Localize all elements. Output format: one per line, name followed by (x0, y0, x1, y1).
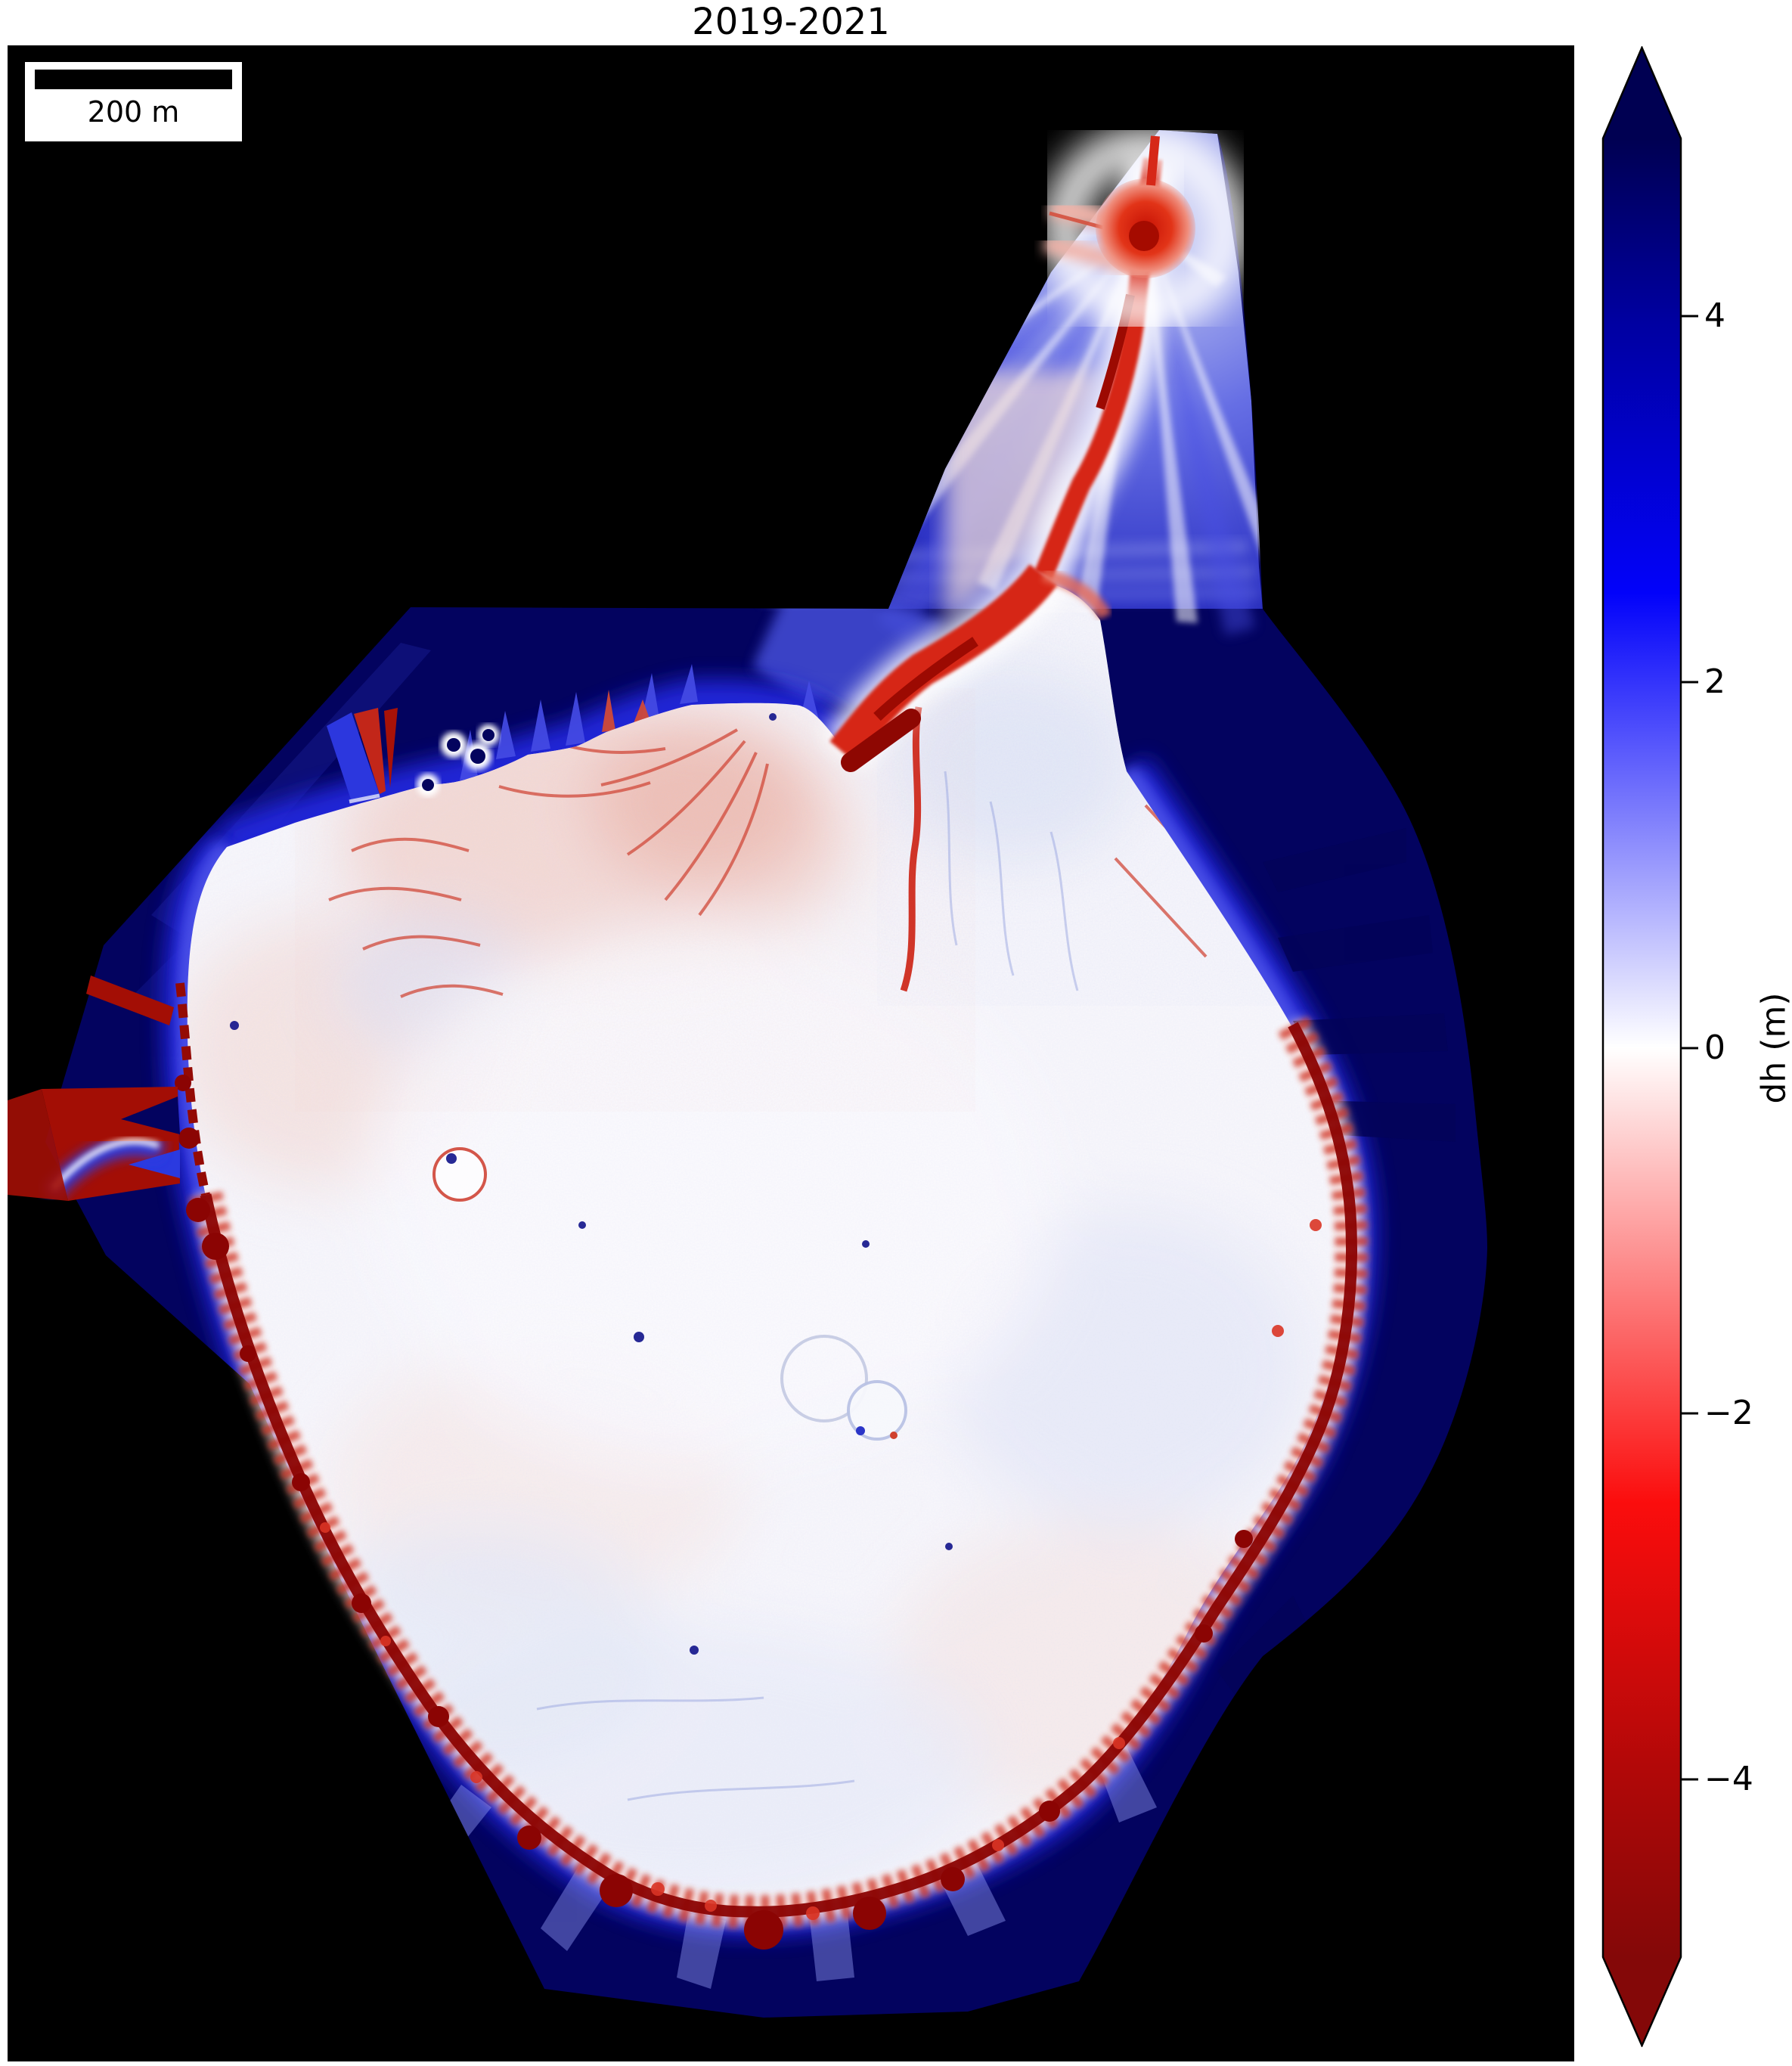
ne-terminus-blob (1043, 126, 1248, 331)
scalebar-label: 200 m (87, 95, 180, 129)
west-artifact-wedges (8, 976, 180, 1202)
colorbar-tick-minus-4: −4 (1704, 1760, 1753, 1798)
nw-striped-fan (327, 708, 499, 804)
ring-features (432, 1147, 907, 1441)
figure-title: 2019-2021 (692, 1, 890, 43)
colorbar-tick-4: 4 (1704, 296, 1725, 335)
dark-spur (841, 709, 921, 772)
colorbar-ticks (1681, 315, 1698, 1781)
scalebar: 200 m (25, 62, 242, 141)
colorbar (1601, 46, 1698, 2047)
interior-specks (230, 713, 953, 1655)
colorbar-tick-minus-2: −2 (1704, 1394, 1753, 1432)
colorbar-gradient (1601, 46, 1682, 2047)
colorbar-axis-label: dh (m) (1754, 992, 1792, 1104)
meltwater-stream (900, 706, 922, 992)
margin-lowering-crust (175, 982, 1369, 1950)
colorbar-tick-0: 0 (1704, 1028, 1725, 1067)
scalebar-bar (35, 70, 232, 89)
map-canvas (8, 45, 1574, 2061)
colorbar-tick-2: 2 (1704, 662, 1725, 701)
